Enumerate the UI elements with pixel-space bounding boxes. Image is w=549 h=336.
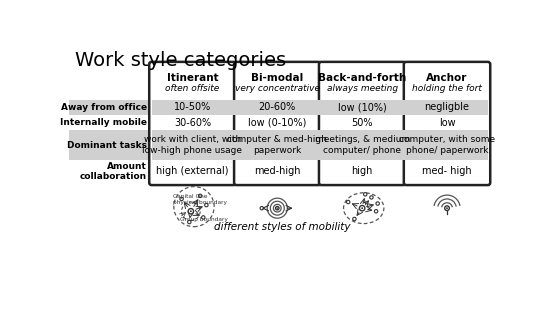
- Circle shape: [361, 207, 363, 209]
- Circle shape: [352, 217, 356, 221]
- Bar: [69, 130, 150, 160]
- Text: work with client, with
low-high phone usage: work with client, with low-high phone us…: [142, 135, 243, 155]
- Circle shape: [360, 206, 365, 211]
- FancyBboxPatch shape: [319, 62, 405, 185]
- Text: different styles of mobility: different styles of mobility: [214, 222, 350, 233]
- Text: computer, with some
phone/ paperwork: computer, with some phone/ paperwork: [399, 135, 495, 155]
- Text: Group boundary: Group boundary: [180, 217, 228, 222]
- Text: 30-60%: 30-60%: [174, 118, 211, 128]
- FancyBboxPatch shape: [234, 62, 321, 185]
- Text: med- high: med- high: [422, 166, 472, 176]
- Circle shape: [445, 206, 449, 210]
- Text: holding the fort: holding the fort: [412, 84, 482, 92]
- Text: Bi-modal: Bi-modal: [251, 73, 304, 83]
- Circle shape: [199, 194, 202, 198]
- Text: computer & med-high
paperwork: computer & med-high paperwork: [227, 135, 327, 155]
- Circle shape: [201, 216, 205, 219]
- Text: Itinerant: Itinerant: [166, 73, 219, 83]
- Circle shape: [188, 220, 191, 224]
- Circle shape: [180, 197, 183, 201]
- Text: Away from office: Away from office: [61, 103, 147, 112]
- Text: Internally mobile: Internally mobile: [60, 118, 147, 127]
- Text: 10-50%: 10-50%: [174, 102, 211, 112]
- Circle shape: [363, 193, 367, 196]
- Text: often offsite: often offsite: [165, 84, 220, 92]
- Circle shape: [374, 210, 378, 213]
- Text: always meeting: always meeting: [327, 84, 397, 92]
- Circle shape: [188, 209, 194, 214]
- Text: low (0-10%): low (0-10%): [248, 118, 306, 128]
- Circle shape: [276, 207, 279, 210]
- Circle shape: [190, 210, 192, 212]
- Text: high (external): high (external): [156, 166, 229, 176]
- Text: low (10%): low (10%): [338, 102, 386, 112]
- Text: very concentrative: very concentrative: [235, 84, 320, 92]
- Text: 20-60%: 20-60%: [259, 102, 296, 112]
- FancyBboxPatch shape: [404, 62, 490, 185]
- Circle shape: [369, 196, 373, 199]
- Text: low: low: [439, 118, 455, 128]
- FancyBboxPatch shape: [149, 62, 236, 185]
- Bar: [152, 130, 488, 160]
- Circle shape: [446, 207, 448, 209]
- Bar: [69, 99, 150, 115]
- Text: Back-and-forth: Back-and-forth: [318, 73, 406, 83]
- Circle shape: [277, 208, 278, 209]
- Bar: [152, 99, 488, 115]
- Text: high: high: [351, 166, 373, 176]
- Text: Work style categories: Work style categories: [75, 51, 286, 70]
- Circle shape: [376, 202, 379, 205]
- Text: Dominant tasks: Dominant tasks: [67, 140, 147, 150]
- Text: med-high: med-high: [254, 166, 300, 176]
- Text: Anchor: Anchor: [427, 73, 468, 83]
- Text: Amount
collaboration: Amount collaboration: [80, 162, 147, 181]
- Circle shape: [205, 203, 208, 207]
- Circle shape: [260, 207, 264, 210]
- Text: negligble: negligble: [424, 102, 469, 112]
- Circle shape: [346, 200, 350, 204]
- Text: 50%: 50%: [351, 118, 373, 128]
- Text: Capital One
physical boundary: Capital One physical boundary: [173, 194, 227, 205]
- Text: meetings, & medium
computer/ phone: meetings, & medium computer/ phone: [315, 135, 410, 155]
